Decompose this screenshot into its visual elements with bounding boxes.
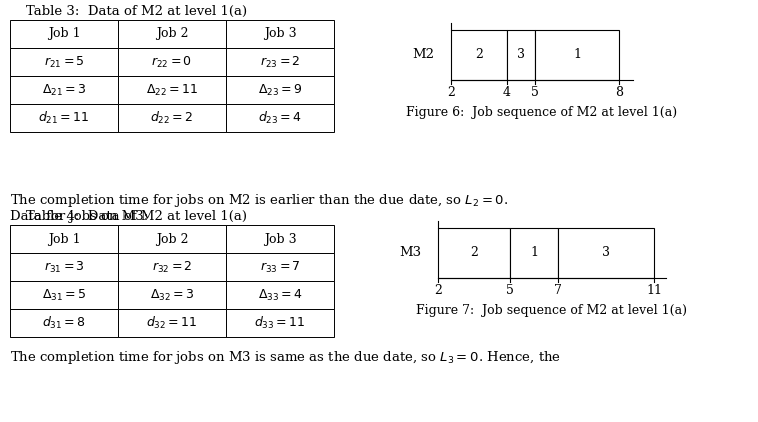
Bar (118, 20, 226, 48)
Text: 2: 2 (434, 284, 442, 297)
Text: $d_{23} = 4$: $d_{23} = 4$ (258, 110, 302, 126)
Text: 5: 5 (506, 284, 514, 297)
Bar (118, 104, 226, 132)
Bar (10, 76, 118, 104)
Bar (438, 228, 510, 278)
Text: $r_{31} = 3$: $r_{31} = 3$ (43, 260, 84, 275)
Bar (226, 309, 334, 337)
Text: M3: M3 (399, 246, 421, 260)
Text: $d_{32} = 11$: $d_{32} = 11$ (146, 315, 198, 331)
Text: Table 3:  Data of M2 at level 1(a): Table 3: Data of M2 at level 1(a) (26, 5, 247, 18)
Text: Job 3: Job 3 (264, 27, 296, 41)
Text: $d_{31} = 8$: $d_{31} = 8$ (42, 315, 86, 331)
Bar (118, 76, 226, 104)
Text: Table 4:  Data of M2 at level 1(a): Table 4: Data of M2 at level 1(a) (26, 210, 247, 223)
Text: $r_{33} = 7$: $r_{33} = 7$ (259, 260, 300, 275)
Bar (535, 30, 619, 80)
Text: $d_{21} = 11$: $d_{21} = 11$ (38, 110, 89, 126)
Text: Job 2: Job 2 (155, 233, 188, 246)
Text: 3: 3 (517, 49, 525, 62)
Bar (226, 76, 334, 104)
Bar (10, 225, 118, 253)
Bar (226, 48, 334, 76)
Text: $\Delta_{32} = 3$: $\Delta_{32} = 3$ (150, 287, 194, 303)
Text: Figure 6:  Job sequence of M2 at level 1(a): Figure 6: Job sequence of M2 at level 1(… (406, 106, 678, 119)
Text: 7: 7 (554, 284, 562, 297)
Text: 1: 1 (573, 49, 581, 62)
Text: $\Delta_{21} = 3$: $\Delta_{21} = 3$ (42, 82, 86, 97)
Text: $r_{32} = 2$: $r_{32} = 2$ (152, 260, 193, 275)
Bar (226, 253, 334, 281)
Bar (226, 225, 334, 253)
Text: $\Delta_{33} = 4$: $\Delta_{33} = 4$ (258, 287, 302, 303)
Bar (226, 20, 334, 48)
Text: $r_{23} = 2$: $r_{23} = 2$ (260, 54, 300, 70)
Bar (558, 228, 654, 278)
Text: Job 3: Job 3 (264, 233, 296, 246)
Text: 8: 8 (615, 86, 623, 99)
Text: 11: 11 (646, 284, 662, 297)
Bar (10, 20, 118, 48)
Bar (226, 281, 334, 309)
Text: 4: 4 (503, 86, 511, 99)
Text: Figure 7:  Job sequence of M2 at level 1(a): Figure 7: Job sequence of M2 at level 1(… (416, 304, 688, 317)
Text: $d_{22} = 2$: $d_{22} = 2$ (150, 110, 194, 126)
Text: Job 2: Job 2 (155, 27, 188, 41)
Text: $\Delta_{31} = 5$: $\Delta_{31} = 5$ (42, 287, 86, 303)
Bar (510, 228, 558, 278)
Bar (118, 309, 226, 337)
Bar (507, 30, 535, 80)
Text: $\Delta_{23} = 9$: $\Delta_{23} = 9$ (258, 82, 302, 97)
Text: 2: 2 (470, 246, 478, 260)
Bar (118, 48, 226, 76)
Text: $d_{33} = 11$: $d_{33} = 11$ (254, 315, 305, 331)
Text: 2: 2 (447, 86, 455, 99)
Bar (118, 253, 226, 281)
Text: 3: 3 (602, 246, 610, 260)
Text: The completion time for jobs on M2 is earlier than the due date, so $L_2 = 0$.: The completion time for jobs on M2 is ea… (10, 192, 509, 209)
Text: M2: M2 (412, 49, 434, 62)
Text: Job 1: Job 1 (48, 233, 80, 246)
Bar (118, 281, 226, 309)
Bar (226, 104, 334, 132)
Bar (10, 281, 118, 309)
Bar (10, 253, 118, 281)
Bar (10, 104, 118, 132)
Text: Job 1: Job 1 (48, 27, 80, 41)
Bar (451, 30, 507, 80)
Text: The completion time for jobs on M3 is same as the due date, so $L_3 = 0$. Hence,: The completion time for jobs on M3 is sa… (10, 349, 561, 366)
Text: $r_{22} = 0$: $r_{22} = 0$ (152, 54, 193, 70)
Bar (118, 225, 226, 253)
Text: Data for jobs on M3:: Data for jobs on M3: (10, 210, 149, 223)
Text: 1: 1 (530, 246, 538, 260)
Text: $\Delta_{22} = 11$: $\Delta_{22} = 11$ (146, 82, 198, 97)
Text: $r_{21} = 5$: $r_{21} = 5$ (43, 54, 84, 70)
Text: 2: 2 (475, 49, 483, 62)
Bar (10, 309, 118, 337)
Text: 5: 5 (531, 86, 539, 99)
Bar (10, 48, 118, 76)
